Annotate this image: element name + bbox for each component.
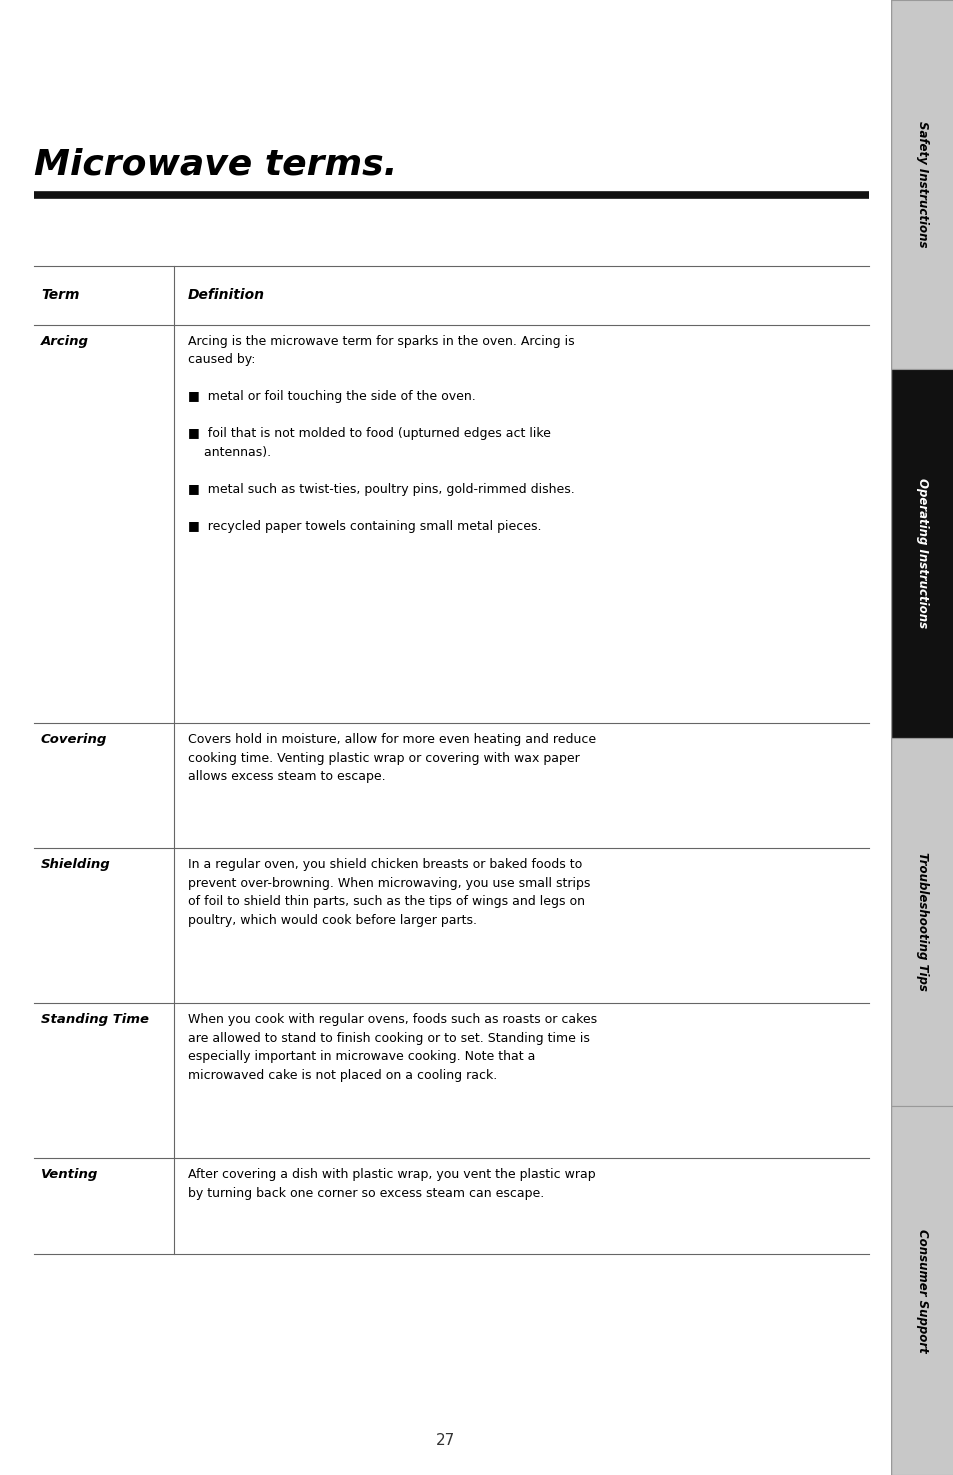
Text: After covering a dish with plastic wrap, you vent the plastic wrap
by turning ba: After covering a dish with plastic wrap,… [188, 1168, 595, 1199]
Text: Covering: Covering [41, 733, 108, 746]
Text: Arcing: Arcing [41, 335, 89, 348]
Text: Safety Instructions: Safety Instructions [915, 121, 928, 248]
Bar [890, 738, 953, 1106]
Text: Arcing is the microwave term for sparks in the oven. Arcing is
caused by:

■  me: Arcing is the microwave term for sparks … [188, 335, 574, 532]
Text: Standing Time: Standing Time [41, 1013, 149, 1027]
Text: Microwave terms.: Microwave terms. [33, 148, 396, 181]
Text: Covers hold in moisture, allow for more even heating and reduce
cooking time. Ve: Covers hold in moisture, allow for more … [188, 733, 596, 783]
Text: In a regular oven, you shield chicken breasts or baked foods to
prevent over-bro: In a regular oven, you shield chicken br… [188, 858, 590, 926]
Bar [890, 0, 953, 369]
Text: Shielding: Shielding [41, 858, 111, 872]
Text: Definition: Definition [188, 288, 265, 302]
Text: 27: 27 [436, 1434, 455, 1448]
Text: Operating Instructions: Operating Instructions [915, 478, 928, 628]
Text: Term: Term [41, 288, 79, 302]
Text: Consumer Support: Consumer Support [915, 1229, 928, 1353]
Text: When you cook with regular ovens, foods such as roasts or cakes
are allowed to s: When you cook with regular ovens, foods … [188, 1013, 597, 1081]
Bar [890, 1106, 953, 1475]
Text: Troubleshooting Tips: Troubleshooting Tips [915, 853, 928, 991]
Bar [890, 369, 953, 738]
Text: Venting: Venting [41, 1168, 98, 1181]
